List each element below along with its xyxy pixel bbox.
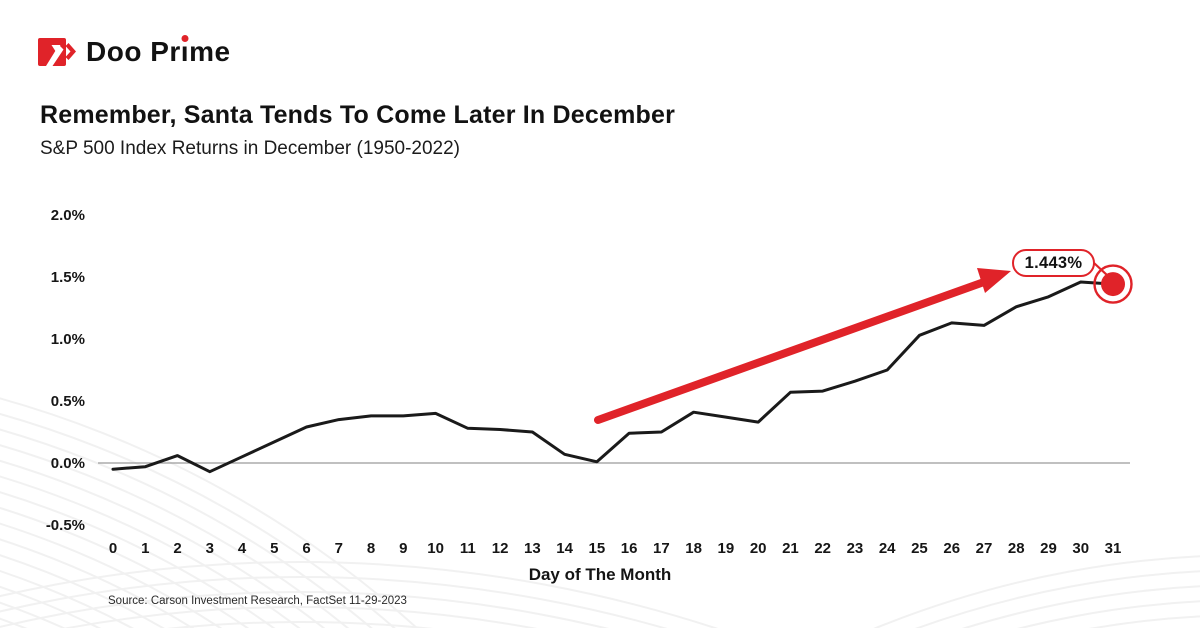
page-title: Remember, Santa Tends To Come Later In D… [40, 101, 676, 129]
x-axis-tick-label: 16 [621, 540, 638, 557]
x-axis-tick-label: 18 [685, 540, 702, 557]
x-axis-tick-label: 21 [782, 540, 799, 557]
x-axis-tick-label: 14 [556, 540, 573, 557]
x-axis-tick-label: 0 [109, 540, 117, 557]
trend-arrow-head [977, 268, 1011, 293]
x-axis-tick-label: 17 [653, 540, 670, 557]
x-axis-tick-label: 13 [524, 540, 541, 557]
ripple-arc [0, 576, 667, 628]
x-axis-tick-label: 1 [141, 540, 149, 557]
x-axis-tick-label: 30 [1072, 540, 1089, 557]
x-axis-tick-label: 23 [847, 540, 864, 557]
ripple-arc [0, 591, 608, 628]
x-axis-tick-label: 8 [367, 540, 375, 557]
x-axis-tick-label: 9 [399, 540, 407, 557]
endpoint-marker-ring [1093, 264, 1133, 304]
annotation-callout: 1.443% [1012, 249, 1095, 277]
ripple-arc [0, 561, 719, 628]
doo-prime-logo-icon [38, 38, 76, 66]
brand-header: Doo Pr ı me [38, 36, 231, 68]
brand-wordmark-i-with-red-dot: ı [180, 36, 190, 67]
x-axis-tick-label: 3 [206, 540, 214, 557]
x-axis-tick-label: 31 [1105, 540, 1122, 557]
y-axis-tick-label: 1.5% [51, 269, 85, 286]
x-axis-tick-label: 29 [1040, 540, 1057, 557]
x-axis-tick-label: 15 [589, 540, 606, 557]
series-line [111, 280, 1115, 474]
y-axis-tick-label: 1.0% [51, 331, 85, 348]
x-axis-tick-label: 25 [911, 540, 928, 557]
x-axis-tick-label: 22 [814, 540, 831, 557]
x-axis-tick-label: 28 [1008, 540, 1025, 557]
brand-wordmark: Doo Pr ı me [86, 36, 231, 68]
endpoint-marker-dot [1101, 272, 1125, 297]
x-axis-tick-label: 11 [460, 540, 476, 557]
x-axis-tick-label: 5 [270, 540, 278, 557]
x-axis-tick-label: 2 [173, 540, 181, 557]
annotation-label: 1.443% [1024, 253, 1083, 272]
page-subtitle: S&P 500 Index Returns in December (1950-… [40, 138, 461, 159]
source-note: Source: Carson Investment Research, Fact… [108, 595, 407, 607]
x-axis-tick-label: 6 [302, 540, 310, 557]
x-axis-tick-label: 27 [976, 540, 993, 557]
brand-wordmark-part2: me [189, 36, 231, 67]
y-axis-tick-label: 0.0% [51, 455, 85, 472]
x-axis-tick-label: 24 [879, 540, 896, 557]
brand-wordmark-part1: Doo Pr [86, 36, 181, 67]
x-axis-tick-label: 26 [943, 540, 960, 557]
x-axis-tick-label: 12 [492, 540, 509, 557]
y-axis-tick-label: -0.5% [46, 517, 85, 534]
ripple-arc [170, 621, 430, 628]
x-axis-tick-label: 4 [238, 540, 247, 557]
x-axis-tick-label: 10 [427, 540, 444, 557]
trend-arrow-shaft [594, 278, 988, 424]
y-axis-tick-label: 0.5% [51, 393, 85, 410]
ripple-arc [63, 606, 537, 628]
x-axis-tick-label: 7 [335, 540, 343, 557]
x-axis-tick-label: 20 [750, 540, 767, 557]
x-axis-tick-label: 19 [718, 540, 735, 557]
y-axis-tick-label: 2.0% [51, 207, 85, 224]
x-axis-title: Day of The Month [528, 565, 672, 584]
